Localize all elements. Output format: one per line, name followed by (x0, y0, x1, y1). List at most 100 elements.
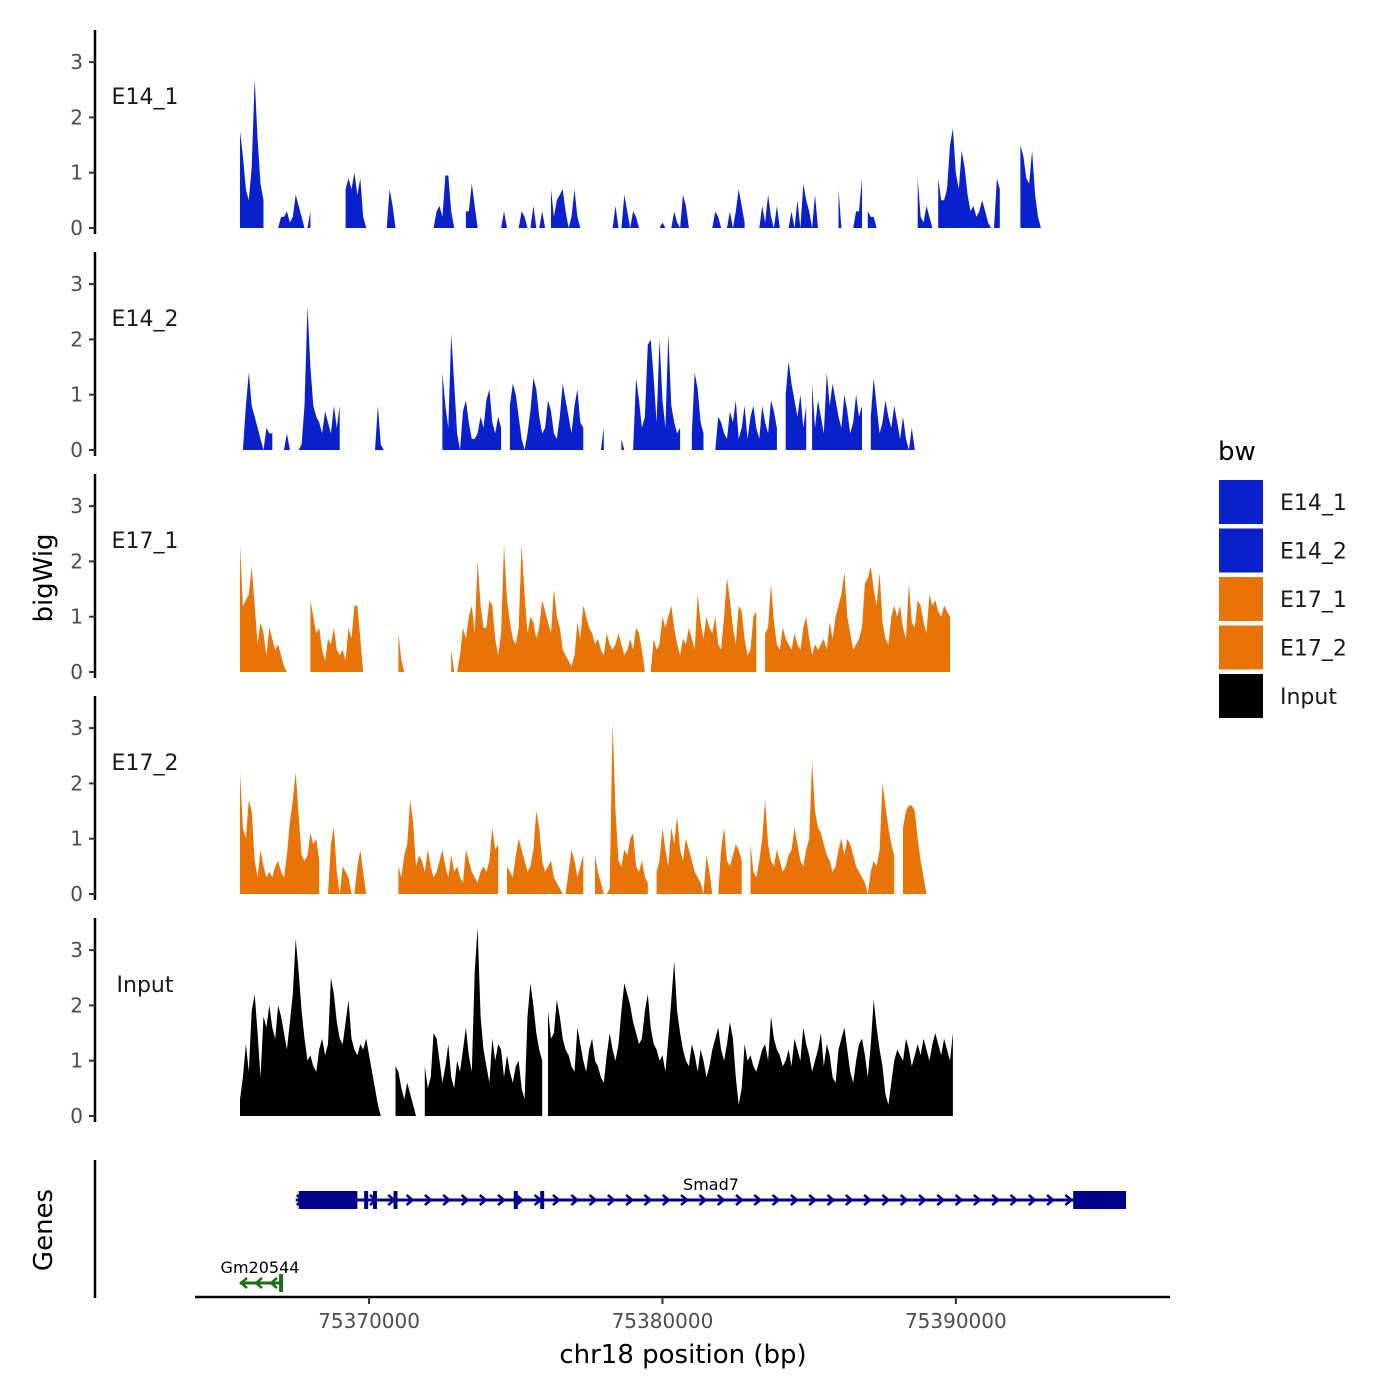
strand-chevron (753, 1194, 763, 1206)
strand-chevron (643, 1194, 653, 1206)
coverage-area-E17_2 (398, 800, 499, 894)
legend-swatch-E17_2 (1219, 625, 1263, 670)
strand-chevron (1064, 1194, 1074, 1206)
legend-label: E14_2 (1280, 540, 1347, 565)
y-tick-label: 3 (70, 938, 83, 962)
strand-chevron (790, 1194, 799, 1206)
strand-chevron (863, 1194, 872, 1206)
gene-small-exon (393, 1191, 398, 1209)
y-tick-label: 1 (70, 161, 83, 185)
legend-swatch-E14_1 (1219, 480, 1263, 524)
coverage-area-Input (424, 928, 543, 1116)
y-tick-label: 1 (70, 383, 83, 407)
coverage-area-E14_2 (281, 433, 290, 450)
coverage-area-E17_1 (310, 600, 378, 672)
strand-chevron (607, 1194, 616, 1206)
legend-label: E14_1 (1280, 491, 1347, 516)
coverage-area-E14_2 (240, 372, 273, 450)
coverage-area-E17_2 (507, 811, 584, 894)
gene-Gm20544: Gm20544 (221, 1258, 299, 1292)
legend-swatch-Input (1219, 674, 1263, 718)
strand-chevron (625, 1194, 635, 1206)
track-label: E17_1 (112, 529, 179, 554)
track-label: Input (117, 973, 174, 998)
coverage-area-E14_1 (838, 178, 862, 228)
y-tick-label: 3 (70, 50, 83, 74)
strand-chevron (460, 1194, 470, 1206)
strand-chevron (515, 1194, 525, 1206)
y-tick-label: 3 (70, 716, 83, 740)
strand-chevron (808, 1194, 818, 1206)
strand-chevron (973, 1194, 982, 1206)
coverage-area-E17_1 (451, 544, 757, 672)
y-tick-label: 0 (70, 1104, 83, 1128)
track-E17_2: 0 1 2 3 E17_2 (70, 696, 927, 906)
y-axis-title: bigWig (29, 533, 59, 622)
coverage-area-E14_1 (427, 175, 458, 228)
track-label: E17_2 (112, 751, 179, 776)
coverage-area-E14_1 (465, 183, 493, 228)
coverage-area-E14_1 (345, 172, 408, 228)
y-tick-label: 0 (70, 216, 83, 240)
legend-swatch-E14_2 (1219, 528, 1263, 573)
strand-chevron (680, 1194, 689, 1206)
gene-Smad7: Smad7 (295, 1175, 1126, 1209)
x-tick-label: 75390000 (905, 1309, 1007, 1333)
strand-chevron (1027, 1194, 1037, 1206)
y-tick-label: 3 (70, 272, 83, 296)
y-tick-label: 2 (70, 105, 83, 129)
legend-title: bw (1218, 437, 1256, 467)
strand-chevron (254, 1277, 263, 1289)
coverage-area-E17_2 (325, 827, 378, 894)
gene-small-exon (513, 1191, 518, 1209)
strand-chevron (1046, 1194, 1055, 1206)
track-label: E14_2 (112, 307, 179, 332)
coverage-area-E17_2 (595, 722, 648, 894)
legend-swatch-E17_1 (1219, 577, 1263, 621)
strand-chevron (936, 1194, 946, 1206)
coverage-area-E14_1 (917, 178, 933, 228)
strand-chevron (239, 1277, 248, 1289)
y-tick-label: 0 (70, 882, 83, 906)
track-Input: 0 1 2 3 Input (70, 918, 953, 1128)
legend-label: E17_1 (1280, 588, 1347, 613)
strand-chevron (899, 1194, 909, 1206)
y-tick-label: 1 (70, 1049, 83, 1073)
strand-chevron (661, 1194, 671, 1206)
strand-chevron (442, 1194, 452, 1206)
strand-chevron (552, 1194, 561, 1206)
y-tick-label: 1 (70, 827, 83, 851)
coverage-area-E14_2 (369, 405, 405, 450)
coverage-area-E17_2 (903, 805, 927, 894)
track-E14_2: 0 1 2 3 E14_2 (70, 252, 915, 462)
coverage-area-E14_1 (1020, 145, 1041, 228)
coverage-area-E14_1 (867, 211, 901, 228)
strand-chevron (844, 1194, 854, 1206)
gene-small-exon (540, 1191, 545, 1209)
strand-chevron (991, 1194, 1001, 1206)
track-label: E14_1 (112, 85, 179, 110)
legend: bw E14_1 E14_2 E17_1 E17_2 Input (1218, 437, 1347, 718)
strand-chevron (881, 1194, 891, 1206)
y-tick-label: 2 (70, 549, 83, 573)
coverage-area-E17_2 (750, 761, 895, 894)
track-E14_1: 0 1 2 3 E14_1 (70, 30, 1041, 240)
y-tick-label: 0 (70, 438, 83, 462)
coverage-area-E14_1 (240, 78, 264, 228)
coverage-area-E14_1 (275, 194, 311, 228)
coverage-area-E14_1 (938, 128, 1000, 228)
coverage-area-E14_2 (621, 333, 681, 450)
gene-small-exon (279, 1274, 284, 1292)
strand-chevron (771, 1194, 781, 1206)
coverage-area-E14_2 (509, 378, 584, 450)
coverage-area-E14_1 (612, 194, 689, 228)
coverage-area-E17_2 (656, 816, 742, 894)
strand-chevron (826, 1194, 836, 1206)
coverage-area-Input (395, 1066, 419, 1116)
y-tick-label: 0 (70, 660, 83, 684)
coverage-area-E17_1 (398, 633, 419, 672)
coverage-area-E17_1 (765, 566, 950, 672)
coverage-area-E14_2 (442, 333, 502, 450)
coverage-area-E14_2 (812, 372, 862, 450)
